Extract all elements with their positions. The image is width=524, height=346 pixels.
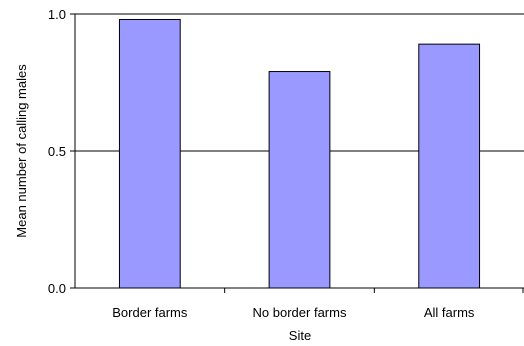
- x-tick-label: No border farms: [253, 305, 347, 320]
- x-tick-label: Border farms: [112, 305, 188, 320]
- y-tick-label: 0.5: [48, 144, 66, 159]
- x-axis-title: Site: [289, 328, 311, 343]
- bar: [418, 43, 481, 289]
- bar: [268, 71, 331, 289]
- y-tick-label: 0.0: [48, 281, 66, 296]
- bars: [118, 18, 481, 289]
- x-tick-label: All farms: [424, 305, 475, 320]
- bar: [118, 18, 181, 289]
- axes: [70, 13, 524, 293]
- y-axis-title: Mean number of calling males: [14, 64, 29, 238]
- tick-labels: 0.0 0.5 1.0 Border farms No border farms All …: [48, 7, 475, 320]
- y-tick-label: 1.0: [48, 7, 66, 22]
